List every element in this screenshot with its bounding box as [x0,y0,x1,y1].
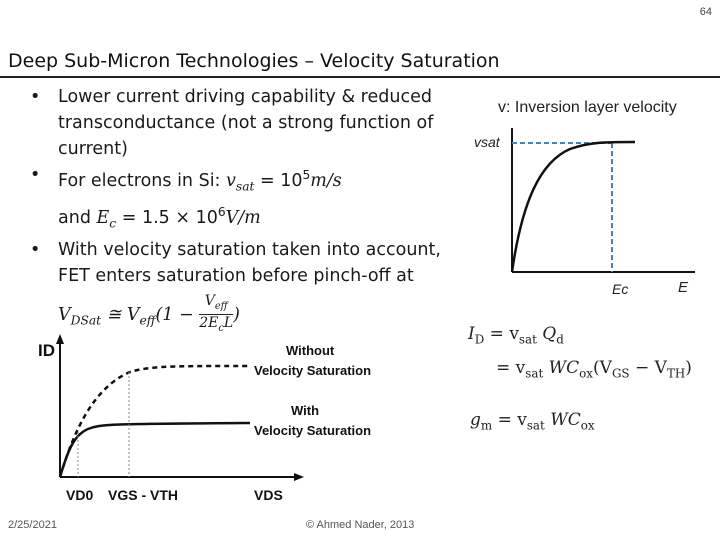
bullet-text: Lower current driving capability & reduc… [58,87,434,159]
ec-unit: V/m [225,208,261,229]
vsat-exponent: 5 [302,168,311,182]
bullet-text: For electrons in Si: [58,170,227,191]
id-equation-1: ID = vsat Qd [468,324,564,347]
y-axis-arrow [56,334,64,344]
footer-date: 2/25/2021 [8,519,57,531]
vsat-value: = 10 [254,170,303,191]
velocity-curve [510,140,636,273]
id-vds-graph: ID Without Velocity Saturation With Velo… [38,334,371,503]
e-axis-label: E [678,279,689,296]
ec-symbol: Ec [96,208,117,231]
footer-copyright: © Ahmed Nader, 2013 [306,519,415,531]
vsat-axis-label: vsat [474,134,501,150]
vdsat-formula: VDSat ≅ Veff(1 − Veff 2EcL) [58,292,240,335]
bullet-list: Lower current driving capability & reduc… [30,84,470,337]
bullet-text: With velocity saturation taken into acco… [58,239,441,286]
page-number: 64 [699,6,712,18]
id-equation-2: = vsat WCox(VGS − VTH) [496,358,692,381]
gm-equation: gm = vsat WCox [470,410,595,433]
without-label-line2: Velocity Saturation [254,363,371,378]
without-label-line1: Without [286,343,335,358]
bullet-text: and [58,208,97,229]
vsat-symbol: vsat [226,170,255,194]
vd0-label: VD0 [66,487,93,503]
title-divider [0,76,720,78]
id-axis-label: ID [38,341,55,360]
ec-value: = 1.5 × 10 [116,208,218,229]
slide-title: Deep Sub-Micron Technologies – Velocity … [8,50,500,72]
with-saturation-curve [58,421,251,478]
bullet-electron-params: For electrons in Si: vsat = 105m/s and E… [30,162,470,237]
without-saturation-curve [58,364,251,478]
x-axis-arrow [294,473,304,481]
ec-exponent: 6 [217,205,226,220]
bullet-current-capability: Lower current driving capability & reduc… [30,84,470,162]
velocity-field-graph: v: Inversion layer velocity vsat Ec E [474,99,695,297]
vsat-unit: m/s [310,170,342,191]
bullet-velocity-saturation: With velocity saturation taken into acco… [30,237,470,338]
with-label-line2: Velocity Saturation [254,423,371,438]
ec-label: Ec [612,281,628,297]
velocity-graph-title: v: Inversion layer velocity [498,99,677,116]
vds-label: VDS [254,487,283,503]
with-label-line1: With [291,403,319,418]
vgs-vth-label: VGS - VTH [108,487,178,503]
